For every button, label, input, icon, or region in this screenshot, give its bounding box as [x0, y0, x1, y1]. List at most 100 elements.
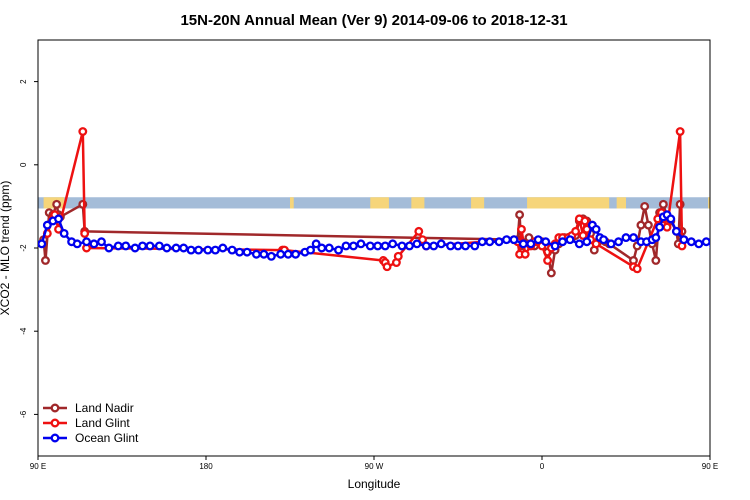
- y-tick-label: 0: [19, 162, 28, 167]
- data-point: [365, 241, 375, 251]
- data-point: [162, 243, 172, 253]
- data-point: [283, 249, 293, 259]
- land-segment: [411, 197, 425, 209]
- y-tick-label: -4: [19, 327, 28, 335]
- data-point: [179, 243, 189, 253]
- data-point: [38, 239, 47, 249]
- data-point: [558, 237, 567, 247]
- data-point: [518, 239, 528, 249]
- x-tick-label: 90 E: [702, 462, 718, 471]
- legend-swatch-marker: [50, 403, 60, 413]
- data-point: [651, 256, 661, 265]
- land-segment: [729, 197, 750, 208]
- legend-swatch-marker: [50, 418, 60, 428]
- data-point: [113, 241, 123, 251]
- data-point: [658, 199, 668, 209]
- data-point: [397, 241, 407, 251]
- data-point: [651, 233, 661, 243]
- data-point: [671, 226, 681, 236]
- y-tick-label: -6: [19, 410, 28, 418]
- data-point: [694, 239, 704, 249]
- chart-title: 15N-20N Annual Mean (Ver 9) 2014-09-06 t…: [180, 12, 567, 29]
- data-point: [606, 239, 616, 249]
- series-layer: [38, 127, 747, 278]
- data-point: [218, 243, 228, 253]
- data-point: [599, 235, 609, 245]
- data-point: [533, 235, 543, 245]
- x-axis: 90 E 180 90 W 0 90 E: [30, 456, 718, 471]
- data-point: [418, 235, 427, 245]
- data-point: [97, 237, 106, 247]
- land-segment: [370, 197, 389, 209]
- y-axis-label: XCO2 - MLO trend (ppm): [0, 181, 12, 316]
- data-point: [121, 241, 131, 251]
- data-point: [227, 245, 237, 255]
- data-point: [740, 243, 747, 250]
- data-point: [446, 241, 455, 251]
- data-point: [203, 245, 213, 255]
- data-point: [393, 251, 403, 261]
- x-tick-label: 0: [540, 462, 545, 471]
- y-tick-label: 2: [19, 79, 28, 84]
- data-point: [414, 226, 424, 236]
- data-point: [276, 249, 286, 259]
- land-segment: [708, 197, 710, 209]
- data-point: [517, 224, 526, 234]
- data-point: [502, 235, 511, 245]
- y-axis: -6 -4 -2 0 2: [19, 79, 38, 418]
- data-point: [235, 247, 245, 257]
- data-point: [291, 249, 301, 259]
- data-point: [485, 237, 495, 247]
- data-point: [59, 228, 69, 238]
- x-tick-label: 90 E: [30, 462, 46, 471]
- data-point: [341, 241, 351, 251]
- data-point: [477, 237, 487, 247]
- data-point: [412, 239, 422, 249]
- data-point: [317, 243, 327, 253]
- data-point: [461, 241, 470, 251]
- data-point: [429, 241, 439, 251]
- data-point: [453, 241, 463, 251]
- data-point: [571, 226, 581, 236]
- data-point: [591, 224, 601, 234]
- data-point: [574, 239, 584, 249]
- data-point: [145, 241, 155, 251]
- legend-item: Land Glint: [43, 416, 130, 430]
- data-point: [186, 245, 196, 255]
- data-point: [356, 239, 366, 249]
- land-segment: [527, 197, 610, 209]
- legend-label: Land Nadir: [75, 401, 134, 415]
- data-point: [311, 239, 321, 249]
- data-point: [171, 243, 181, 253]
- data-point: [582, 237, 592, 247]
- data-point: [580, 216, 590, 226]
- data-point: [632, 264, 642, 274]
- series-ocean-glint: [38, 210, 747, 261]
- data-point: [718, 243, 725, 250]
- data-point: [733, 243, 740, 250]
- data-point: [436, 239, 446, 249]
- data-point: [104, 243, 114, 253]
- data-point: [675, 127, 685, 136]
- data-point: [541, 237, 551, 247]
- data-point: [41, 256, 50, 265]
- data-point: [242, 247, 252, 257]
- data-point: [686, 237, 696, 247]
- data-point: [154, 241, 164, 251]
- data-point: [550, 241, 560, 251]
- data-point: [509, 235, 519, 245]
- data-point: [494, 237, 504, 247]
- data-point: [621, 233, 631, 243]
- x-tick-label: 180: [199, 462, 213, 471]
- data-point: [89, 239, 99, 249]
- land-segment: [471, 197, 485, 209]
- data-point: [520, 249, 530, 259]
- data-point: [546, 268, 556, 278]
- data-point: [470, 241, 480, 251]
- data-point: [636, 220, 646, 230]
- data-point: [349, 241, 358, 251]
- data-point: [80, 228, 90, 238]
- data-point: [655, 222, 665, 232]
